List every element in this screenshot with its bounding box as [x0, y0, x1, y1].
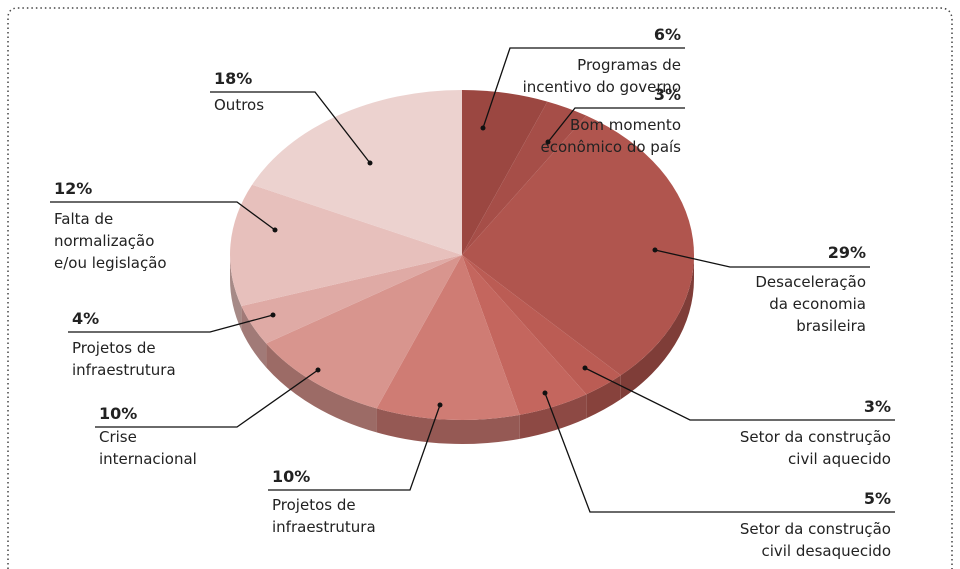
slice-label: Bom momento econômico do país	[541, 116, 682, 156]
value-label: 6%	[654, 25, 681, 44]
slice-label-line: Setor da construção	[740, 428, 891, 446]
pie-slice	[462, 115, 694, 376]
leader-line	[544, 392, 895, 513]
value-label: 10%	[272, 467, 310, 486]
slice-label-line: brasileira	[796, 317, 866, 335]
value-label: 18%	[214, 69, 252, 88]
slice-label-line: Crise	[99, 428, 137, 446]
slice-label-line: Desaceleração	[755, 273, 866, 291]
pie-slice	[230, 184, 462, 306]
leader-dot	[437, 402, 443, 408]
pie-slice	[252, 89, 462, 255]
leader-line	[584, 367, 895, 421]
pie-side	[376, 408, 520, 444]
leader-dot	[545, 139, 551, 145]
value-label: 4%	[72, 309, 99, 328]
slice-label-line: Projetos de	[72, 339, 156, 357]
slice-label: Setor da construção civil desaquecido	[740, 520, 891, 560]
leader-dot	[315, 367, 321, 373]
value-label: 3%	[864, 397, 891, 416]
pie-slice	[376, 255, 520, 420]
slice-label-line: Setor da construção	[740, 520, 891, 538]
leader-dot	[480, 125, 486, 131]
slice-label-line: Programas de	[577, 56, 681, 74]
leader-line	[654, 249, 870, 268]
value-label: 10%	[99, 404, 137, 423]
slice-label-line: civil desaquecido	[761, 542, 891, 560]
slice-label-line: internacional	[99, 450, 197, 468]
slice-label-line: Projetos de	[272, 496, 356, 514]
leader-line	[482, 47, 685, 129]
leader-line	[268, 404, 441, 491]
pie-slice	[462, 90, 548, 255]
slice-label-line: da economia	[769, 295, 866, 313]
slice-label: Falta de normalização e/ou legislação	[54, 210, 167, 272]
slice-label-line: normalização	[54, 232, 154, 250]
value-label: 3%	[654, 85, 681, 104]
pie-slice	[462, 101, 587, 255]
leader-line	[210, 91, 371, 164]
slice-label-line: incentivo do governo	[523, 78, 681, 96]
slice-label: Projetos de infraestrutura	[272, 496, 376, 536]
slice-label-line: infraestrutura	[272, 518, 376, 536]
slice-label-line: e/ou legislação	[54, 254, 167, 272]
slice-label-line: econômico do país	[541, 138, 682, 156]
leader-dot	[652, 247, 658, 253]
slice-label: Crise internacional	[99, 428, 197, 468]
pie-side	[586, 375, 621, 419]
pie-side	[519, 394, 587, 439]
leader-dot	[582, 365, 588, 371]
value-label: 12%	[54, 179, 92, 198]
value-label: 29%	[828, 243, 866, 262]
value-label: 5%	[864, 489, 891, 508]
slice-label-line: Bom momento	[570, 116, 681, 134]
slice-label-line: infraestrutura	[72, 361, 176, 379]
leader-dot	[367, 160, 373, 166]
leader-dot	[270, 312, 276, 318]
pie-slice	[241, 255, 462, 344]
slice-label: Programas de incentivo do governo	[523, 56, 681, 96]
slice-label-line: Outros	[214, 96, 264, 114]
pie-side	[620, 255, 694, 400]
leader-dot	[542, 390, 548, 396]
leader-line	[95, 369, 319, 428]
pie-side	[230, 255, 242, 330]
leader-dot	[272, 227, 278, 233]
pie-slice	[266, 255, 462, 409]
pie-slice	[462, 255, 587, 415]
pie-side	[266, 343, 377, 433]
slice-label-line: Falta de	[54, 210, 113, 228]
slice-label: Desaceleração da economia brasileira	[755, 273, 866, 335]
leader-line	[50, 201, 276, 231]
pie-slice	[462, 255, 621, 395]
frame	[7, 7, 953, 569]
slice-label: Projetos de infraestrutura	[72, 339, 176, 379]
leader-line	[68, 314, 274, 333]
slice-label-line: civil aquecido	[788, 450, 891, 468]
leader-line	[547, 107, 685, 143]
slice-label: Outros	[214, 96, 264, 114]
slice-label: Setor da construção civil aquecido	[740, 428, 891, 468]
